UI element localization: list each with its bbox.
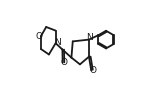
Text: N: N <box>86 33 93 42</box>
Text: O: O <box>61 58 68 67</box>
Text: O: O <box>36 31 43 40</box>
Text: N: N <box>54 38 61 47</box>
Text: O: O <box>90 66 96 75</box>
